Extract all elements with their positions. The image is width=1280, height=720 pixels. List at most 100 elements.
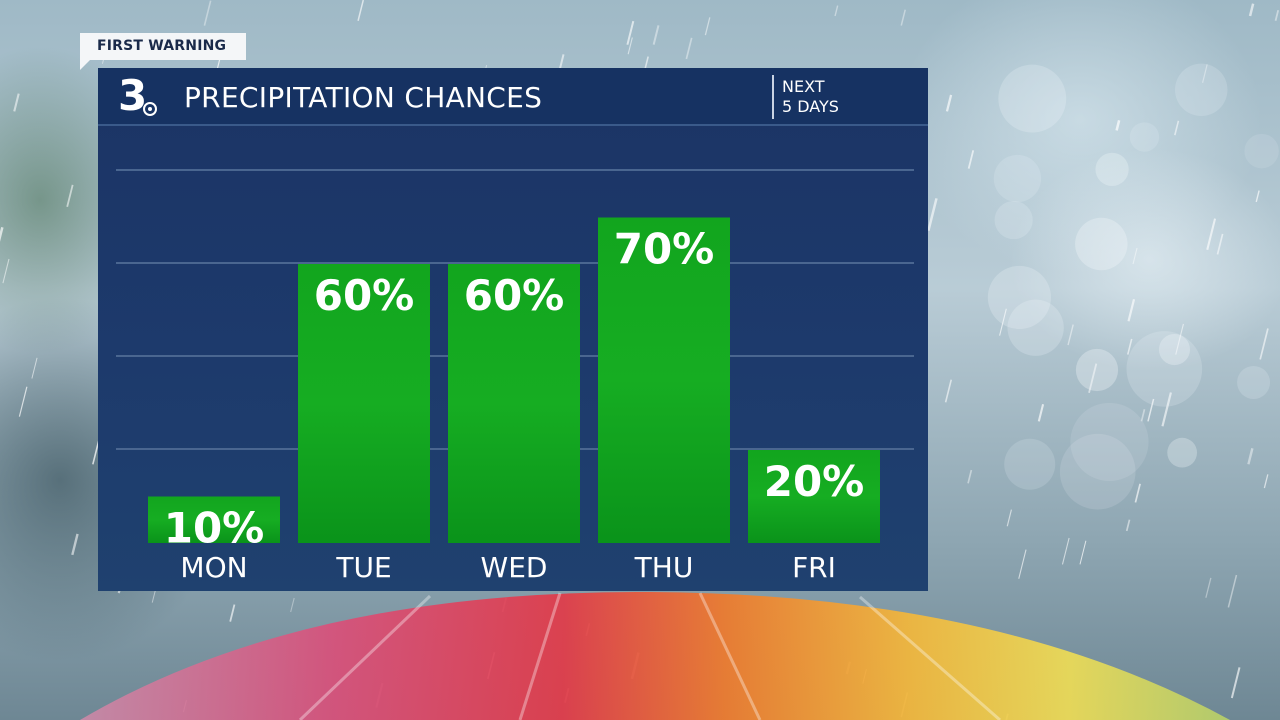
station-logo: 3: [118, 71, 148, 120]
panel-header: 3 PRECIPITATION CHANCES NEXT 5 DAYS: [98, 68, 928, 126]
rain-streak: [927, 198, 938, 232]
day-label-fri: FRI: [792, 551, 836, 584]
bokeh-light: [1070, 402, 1149, 482]
rain-streak: [1175, 323, 1184, 355]
rain-streak: [1115, 120, 1121, 131]
rain-streak: [1259, 328, 1269, 360]
bar-wed: [448, 264, 580, 543]
bokeh-light: [1007, 299, 1064, 356]
rain-streak: [1206, 218, 1217, 251]
bokeh-light: [1004, 438, 1056, 490]
rain-streak: [1140, 409, 1146, 422]
rain-streak: [203, 0, 212, 26]
rain-streak: [13, 93, 20, 112]
day-label-thu: THU: [634, 551, 694, 584]
rain-streak: [1255, 190, 1260, 203]
page-title: PRECIPITATION CHANCES: [184, 81, 543, 114]
bar-fri: [748, 450, 880, 543]
value-label-mon: 10%: [164, 504, 265, 553]
first-warning-badge: FIRST WARNING: [80, 33, 246, 60]
rain-streak: [967, 469, 973, 484]
rain-streak: [1134, 483, 1141, 503]
rain-streak: [1274, 9, 1280, 21]
forecast-panel: 3 PRECIPITATION CHANCES NEXT 5 DAYS 10% M…: [98, 68, 928, 591]
rain-streak: [1088, 363, 1098, 394]
rain-streak: [630, 652, 640, 680]
rain-streak: [182, 700, 187, 713]
bokeh-light: [1095, 152, 1129, 187]
rain-streak: [375, 682, 384, 708]
bokeh-light: [1175, 63, 1228, 117]
day-label-wed: WED: [481, 551, 548, 584]
rain-streak: [229, 604, 236, 622]
rain-streak: [945, 94, 953, 112]
rain-streak: [967, 150, 975, 169]
rain-streak: [1018, 549, 1027, 579]
day-label-tue: TUE: [335, 551, 391, 584]
rain-streak: [626, 20, 635, 45]
rain-streak: [1247, 447, 1254, 465]
rain-streak: [652, 25, 660, 45]
bokeh-light: [994, 200, 1033, 240]
rain-streak: [944, 379, 953, 403]
bokeh-light: [1158, 333, 1191, 366]
rain-streak: [585, 623, 591, 637]
rain-streak: [1174, 120, 1180, 136]
rain-streak: [1126, 338, 1133, 355]
rain-streak: [71, 533, 79, 556]
rain-streak: [66, 184, 74, 208]
bokeh-light: [993, 154, 1042, 203]
bar-thu: [598, 217, 730, 543]
rain-streak: [1127, 299, 1136, 322]
precipitation-chart: 10%MON 60% TUE 60% WED 70% THU 20% FRI: [116, 169, 914, 584]
rain-streak: [564, 687, 570, 703]
rain-streak: [999, 308, 1007, 336]
rain-streak: [1227, 574, 1238, 608]
rain-streak: [357, 0, 365, 22]
bokeh-light: [1129, 122, 1160, 152]
value-label-fri: 20%: [764, 457, 865, 506]
header-divider: [772, 75, 774, 119]
rain-streak: [290, 597, 295, 613]
value-label-thu: 70%: [614, 225, 715, 274]
rain-streak: [834, 5, 839, 17]
rain-streak: [1263, 474, 1269, 489]
bokeh-light: [1244, 133, 1279, 169]
range-line-1: NEXT: [782, 77, 825, 96]
rain-streak: [627, 37, 633, 55]
rain-streak: [1061, 537, 1070, 565]
bar-tue: [298, 264, 430, 543]
day-label-mon: MON: [180, 551, 247, 584]
rain-streak: [704, 17, 711, 36]
rain-streak: [1205, 577, 1212, 598]
rain-streak: [862, 669, 867, 684]
bokeh-light: [1075, 348, 1119, 392]
bokeh-light: [987, 265, 1052, 330]
bokeh-light: [1059, 433, 1136, 510]
value-label-tue: 60%: [314, 271, 415, 320]
rain-streak: [1132, 247, 1138, 265]
range-line-2: 5 DAYS: [782, 97, 839, 116]
badge-tail: [80, 60, 90, 70]
rain-streak: [1216, 233, 1224, 255]
rain-streak: [0, 227, 4, 242]
rain-streak: [1248, 3, 1255, 17]
rain-streak: [1230, 667, 1241, 699]
rain-streak: [1147, 398, 1155, 422]
rain-streak: [487, 652, 496, 680]
rain-streak: [501, 597, 507, 613]
value-label-wed: 60%: [464, 271, 565, 320]
bokeh-light: [1237, 365, 1271, 399]
bokeh-light: [1126, 331, 1203, 407]
rain-streak: [900, 692, 909, 718]
rain-streak: [1037, 403, 1045, 422]
rain-streak: [685, 37, 693, 60]
rain-streak: [1125, 519, 1131, 532]
bar-mon: [148, 496, 280, 543]
rain-streak: [1201, 64, 1208, 83]
bokeh-light: [1167, 437, 1198, 468]
rain-streak: [2, 258, 10, 284]
rain-streak: [1079, 540, 1087, 565]
rain-streak: [845, 661, 851, 675]
rain-streak: [18, 386, 28, 417]
